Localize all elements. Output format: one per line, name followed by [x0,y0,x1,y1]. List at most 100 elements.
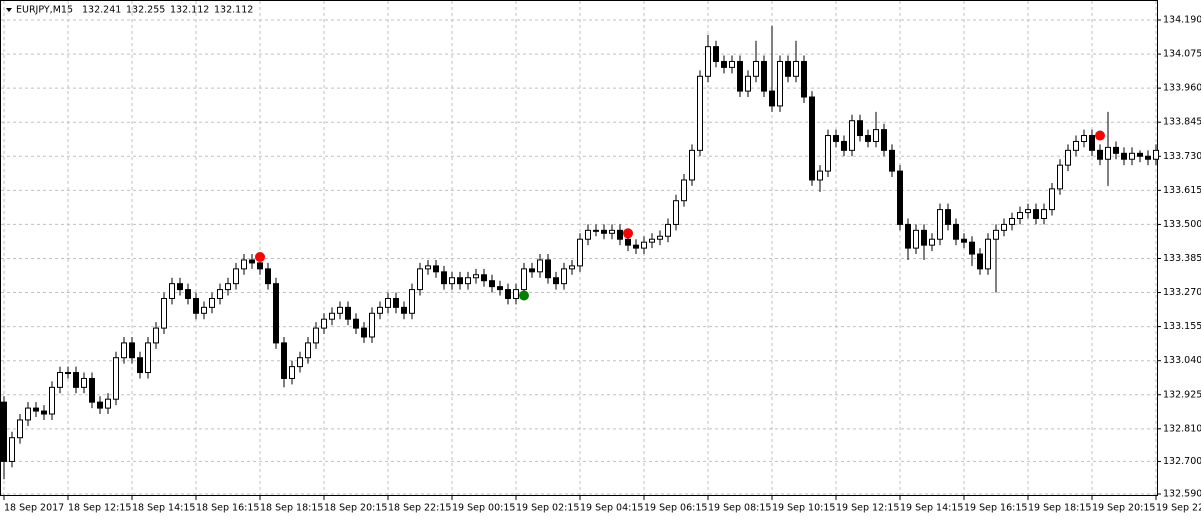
candle-body [369,312,375,338]
candle-body [649,238,655,243]
candle-body [121,342,127,359]
y-tick-label: 132.925 [1163,389,1201,400]
candle-body [969,241,975,255]
candle-body [593,229,599,232]
candle-body [257,262,263,270]
candle-body [113,357,119,400]
candle-body [281,342,287,379]
candle-body [57,372,63,388]
candle-body [601,229,607,234]
candle-body [193,297,199,314]
candle-body [73,372,79,388]
candle-body [713,46,719,62]
candle-body [769,90,775,107]
candle-body [1033,209,1039,219]
candle-body [521,268,527,291]
candle-body [889,149,895,172]
candle-body [409,289,415,314]
x-tick-label: 19 Sep 22:15 [1156,503,1201,514]
candle-body [841,140,847,151]
candle-body [1017,212,1023,219]
candle-body [697,75,703,151]
candle-body [129,342,135,359]
candle-body [761,60,767,92]
y-tick-label: 133.730 [1163,151,1201,162]
candle-body [825,135,831,172]
quote-value: 132.112 [214,5,253,16]
candle-body [25,407,31,421]
candle-body [1081,135,1087,142]
candle-body [1137,152,1143,157]
candle-body [321,318,327,329]
candle-body [913,229,919,249]
candle-body [729,60,735,68]
y-tick-label: 132.810 [1163,423,1201,434]
candle-body [9,437,15,462]
y-tick-label: 133.270 [1163,287,1201,298]
candle-body [625,238,631,246]
signal-dot [255,252,265,262]
candle-body [617,229,623,240]
y-tick-label: 133.155 [1163,321,1201,332]
menu-arrow[interactable] [6,8,12,12]
candle-body [921,229,927,246]
candle-body [753,60,759,77]
candle-body [65,372,71,375]
candle-body [145,342,151,374]
candle-body [1089,135,1095,151]
candle-body [209,297,215,308]
candle-body [241,259,247,270]
y-tick-label: 134.075 [1163,49,1201,60]
x-tick-label: 19 Sep 20:15 [1092,503,1155,514]
signal-dot [519,290,529,301]
x-tick-label: 19 Sep 00:15 [452,503,515,514]
x-tick-label: 18 Sep 2017 [4,503,64,514]
candle-body [153,327,159,344]
candle-body [1105,146,1111,160]
candle-body [961,238,967,243]
x-tick-label: 19 Sep 08:15 [708,503,771,514]
x-tick-label: 18 Sep 22:15 [388,503,451,514]
candle-body [737,60,743,92]
candle-body [337,306,343,314]
candle-body [529,268,535,273]
y-tick-label: 133.960 [1163,83,1201,94]
candle-body [537,259,543,273]
quote-value: 132.241 [82,5,121,16]
quote-value: 132.255 [126,5,165,16]
candle-body [681,179,687,202]
y-tick-label: 133.615 [1163,185,1201,196]
candle-body [633,244,639,249]
candle-body [849,120,855,151]
x-tick-label: 19 Sep 02:15 [516,503,579,514]
candle-body [81,377,87,388]
candle-body [993,229,999,240]
candle-body [425,265,431,270]
candle-body [1145,155,1151,160]
y-tick-label: 133.385 [1163,253,1201,264]
candle-body [1049,188,1055,211]
candle-body [361,327,367,338]
candle-body [609,229,615,234]
candle-body [1009,217,1015,225]
x-tick-label: 19 Sep 10:15 [772,503,835,514]
candle-body [1025,209,1031,214]
x-tick-label: 19 Sep 04:15 [580,503,643,514]
candle-body [1001,223,1007,231]
candle-body [297,357,303,368]
candle-body [817,170,823,181]
candle-body [673,200,679,225]
candle-body [105,398,111,409]
candle-body [857,120,863,137]
y-tick-label: 132.590 [1163,489,1201,500]
y-tick-label: 134.190 [1163,15,1201,26]
candle-body [17,419,23,439]
candle-body [833,135,839,142]
candle-body [809,96,815,181]
candle-body [201,306,207,314]
candle-body [497,286,503,291]
candle-body [489,280,495,288]
candle-body [897,170,903,225]
candle-body [177,283,183,291]
